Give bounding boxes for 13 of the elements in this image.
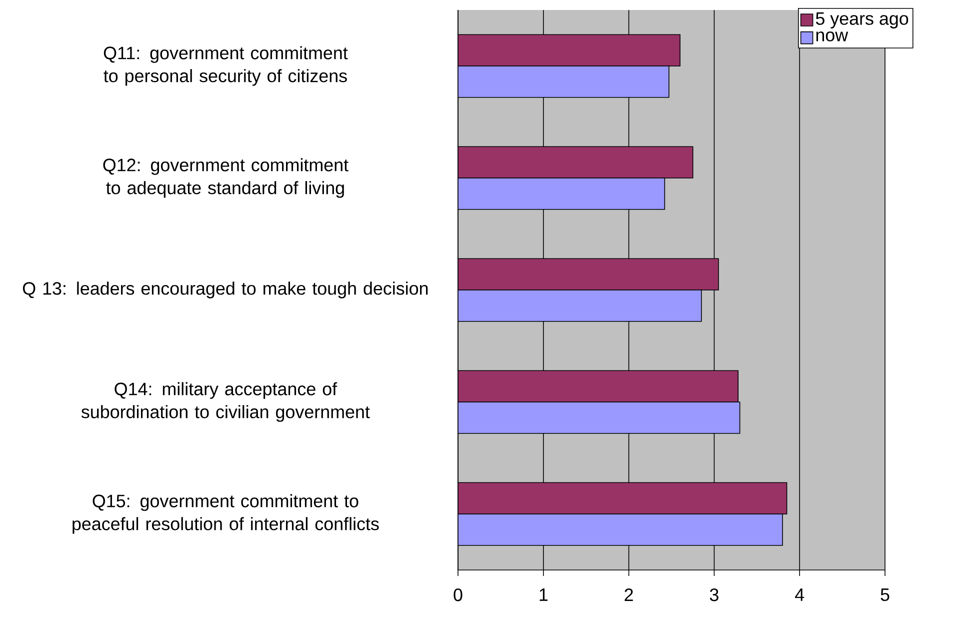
x-tick-label: 5 [880,588,890,602]
y-tick-label: Q 13: leaders encouraged to make tough decision [22,282,428,298]
y-tick-label: Q12: government commitment to adequate standard of living [103,158,348,198]
x-tick-label: 4 [795,588,804,601]
x-tick-label: 2 [624,588,633,602]
y-tick-label: Q11: government commitment to personal security of citizens [104,46,348,86]
y-tick-label: Q14: military acceptance of subordination to civilian government [81,382,370,422]
y-tick-label: Q15: government commitment to peaceful resolution of internal conflicts [72,494,379,534]
x-tick-label: 1 [540,588,548,601]
legend-label: now [816,32,848,42]
x-tick-label: 0 [454,588,462,602]
legend-label: 5 years ago [816,12,908,28]
x-tick-label: 3 [710,588,718,602]
